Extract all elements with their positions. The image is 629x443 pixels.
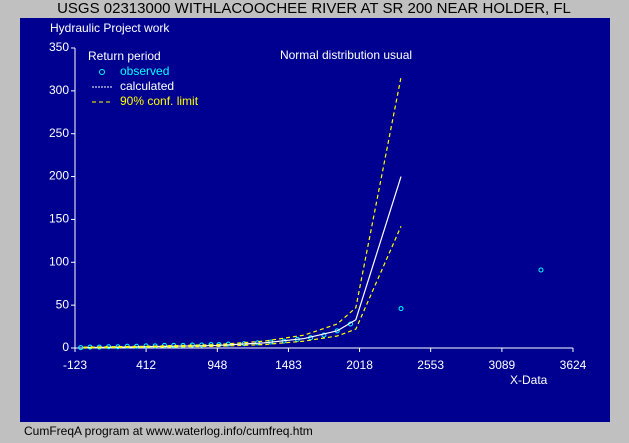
y-tick-label: 200: [49, 169, 69, 183]
annotation: Normal distribution usual: [280, 48, 412, 62]
observed-point: [321, 332, 327, 338]
series-line: [83, 77, 402, 348]
y-tick-label: 50: [56, 297, 70, 311]
series-line: [83, 226, 402, 349]
x-tick-label: 1483: [275, 358, 302, 372]
x-tick-label: 412: [136, 358, 156, 372]
legend-label: 90% conf. limit: [120, 94, 199, 108]
x-tick-label: 2553: [417, 358, 444, 372]
x-tick-label: 3089: [489, 358, 516, 372]
observed-point: [538, 267, 544, 273]
legend-title: Return period: [88, 49, 161, 63]
y-tick-label: 150: [49, 212, 69, 226]
y-tick-label: 300: [49, 83, 69, 97]
y-tick-label: 350: [49, 40, 69, 54]
x-tick-label: 2018: [346, 358, 373, 372]
chart-title: USGS 02313000 WITHLACOOCHEE RIVER AT SR …: [57, 0, 571, 17]
footer: CumFreqA program at www.waterlog.info/cu…: [24, 424, 313, 438]
x-axis-label: X-Data: [510, 373, 548, 387]
y-tick-label: 0: [62, 340, 69, 354]
x-tick-label: 3624: [560, 358, 587, 372]
observed-point: [78, 345, 84, 351]
y-tick-label: 100: [49, 254, 69, 268]
plot-panel: [20, 18, 610, 422]
subtitle: Hydraulic Project work: [50, 21, 170, 35]
legend-symbol: [99, 69, 105, 75]
y-tick-label: 250: [49, 126, 69, 140]
legend-label: observed: [120, 64, 169, 78]
x-tick-label: -123: [63, 358, 87, 372]
legend-label: calculated: [120, 79, 174, 93]
observed-point: [398, 306, 404, 312]
x-tick-label: 948: [207, 358, 227, 372]
